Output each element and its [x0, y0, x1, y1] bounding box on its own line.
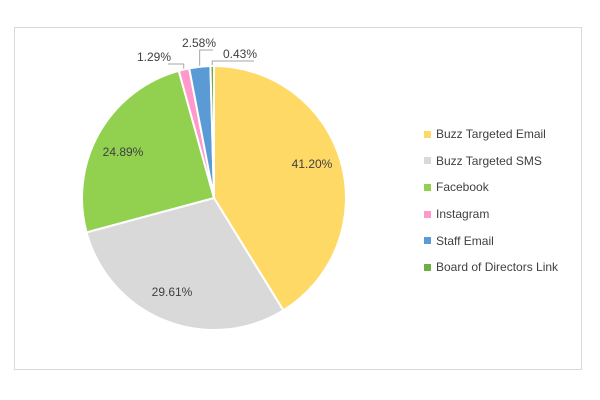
data-label-board-of-directors-link: 0.43% [223, 47, 257, 61]
legend-swatch [424, 263, 431, 271]
leader-line-staff-email [199, 49, 213, 66]
legend-item-buzz-targeted-sms: Buzz Targeted SMS [424, 148, 558, 175]
legend-swatch [424, 157, 431, 165]
legend-swatch [424, 183, 431, 191]
legend-label: Staff Email [436, 233, 494, 248]
legend-swatch [424, 130, 431, 138]
slice-buzz-targeted-email [213, 64, 347, 312]
pie-slices [81, 64, 347, 331]
legend: Buzz Targeted Email Buzz Targeted SMS Face… [424, 121, 558, 281]
legend-swatch [424, 210, 431, 218]
data-label-buzz-targeted-sms: 29.61% [152, 285, 193, 299]
leader-lines [168, 49, 254, 69]
slice-facebook [81, 69, 216, 234]
data-label-staff-email: 2.58% [182, 36, 216, 50]
leader-line-board-of-directors-link [211, 60, 254, 66]
legend-label: Facebook [436, 180, 489, 195]
legend-label: Buzz Targeted SMS [436, 153, 542, 168]
legend-item-staff-email: Staff Email [424, 227, 558, 254]
legend-item-board-of-directors-link: Board of Directors Link [424, 254, 558, 281]
legend-item-buzz-targeted-email: Buzz Targeted Email [424, 121, 558, 148]
legend-label: Buzz Targeted Email [436, 127, 546, 142]
legend-label: Instagram [436, 207, 490, 222]
legend-label: Board of Directors Link [436, 260, 559, 275]
data-label-instagram: 1.29% [137, 50, 171, 64]
data-label-buzz-targeted-email: 41.20% [292, 157, 333, 171]
legend-swatch [424, 237, 431, 245]
legend-item-facebook: Facebook [424, 174, 558, 201]
slice-board-of-directors-link [209, 64, 215, 199]
data-label-facebook: 24.89% [103, 145, 144, 159]
legend-item-instagram: Instagram [424, 201, 558, 228]
data-labels: 41.20% 29.61% 24.89% 1.29% 2.58% 0.43% [103, 36, 333, 299]
slice-buzz-targeted-sms [85, 196, 285, 331]
leader-line-instagram [168, 63, 185, 69]
